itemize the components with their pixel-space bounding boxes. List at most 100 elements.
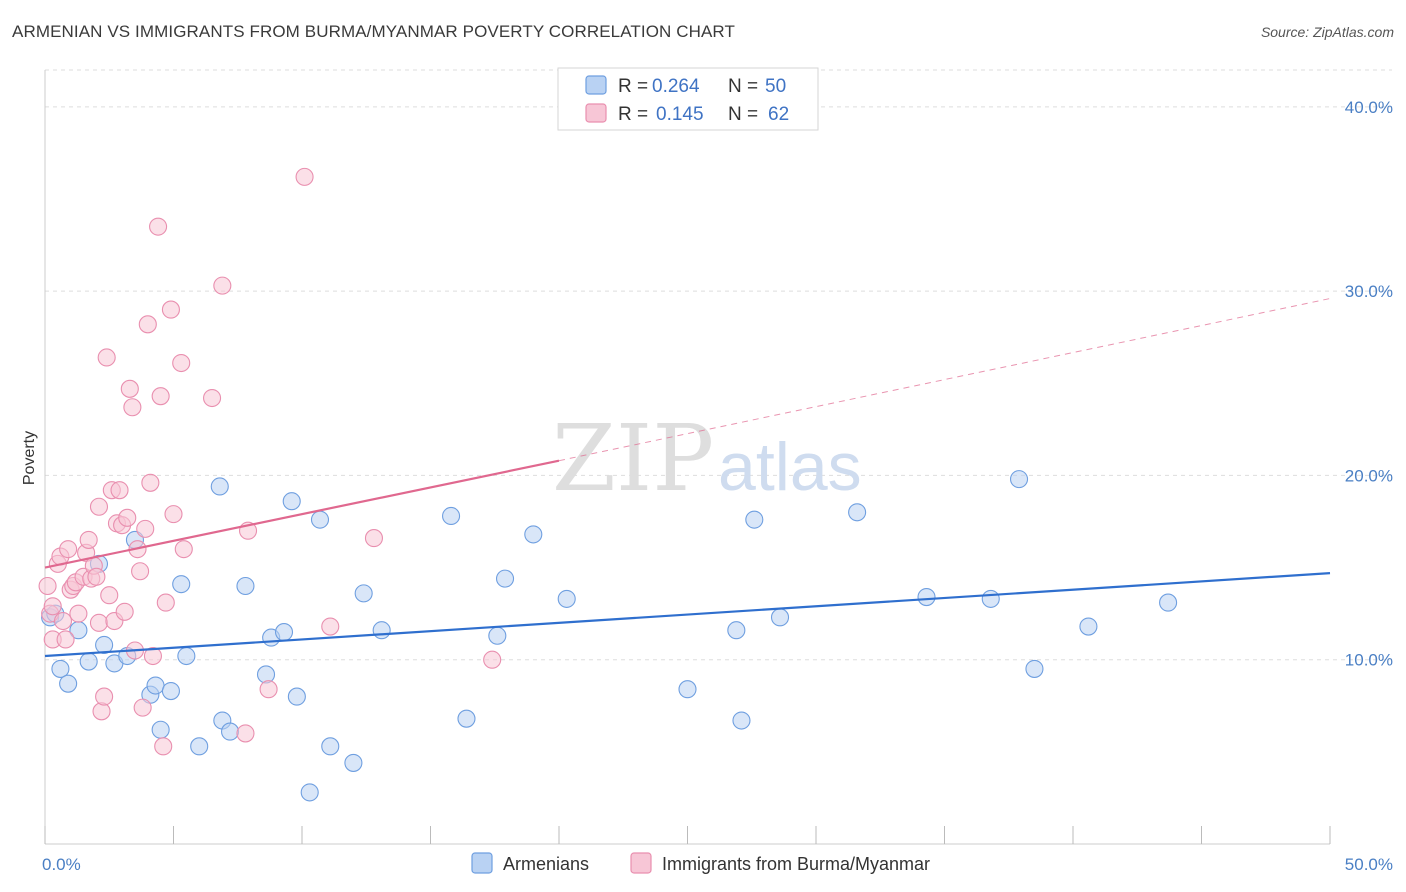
y-tick-label: 30.0% bbox=[1345, 282, 1393, 301]
data-point bbox=[161, 681, 180, 701]
data-point bbox=[38, 576, 57, 596]
legend-n-label: N = bbox=[728, 76, 758, 97]
data-point bbox=[295, 167, 314, 186]
data-point bbox=[1009, 470, 1029, 489]
data-point bbox=[1079, 617, 1098, 636]
data-point bbox=[115, 602, 134, 621]
data-point bbox=[483, 650, 502, 669]
data-point bbox=[524, 525, 543, 544]
trend-line-burma bbox=[44, 459, 560, 569]
data-point bbox=[678, 680, 697, 699]
data-point bbox=[143, 646, 162, 666]
data-point bbox=[87, 567, 106, 586]
data-point bbox=[981, 589, 1000, 608]
data-point bbox=[151, 720, 170, 739]
data-point bbox=[745, 510, 764, 529]
data-point bbox=[123, 398, 142, 417]
data-point bbox=[274, 623, 294, 642]
data-point bbox=[770, 608, 790, 627]
data-point bbox=[43, 597, 62, 616]
data-point bbox=[727, 621, 746, 640]
data-point bbox=[51, 659, 70, 678]
data-point bbox=[732, 711, 751, 730]
data-point bbox=[236, 724, 255, 743]
data-point bbox=[97, 348, 116, 367]
data-point bbox=[1025, 659, 1044, 678]
x-tick-label: 50.0% bbox=[1345, 855, 1393, 874]
data-point bbox=[1159, 593, 1178, 612]
data-point bbox=[95, 635, 114, 655]
data-point bbox=[488, 626, 507, 645]
data-point bbox=[354, 584, 373, 603]
bottom-legend-label-armenians: Armenians bbox=[503, 854, 589, 874]
data-point bbox=[136, 519, 155, 538]
series-armenians bbox=[41, 470, 1178, 802]
data-point bbox=[557, 589, 576, 608]
data-point bbox=[156, 593, 175, 612]
legend-swatch-armenians bbox=[585, 75, 607, 95]
data-point bbox=[236, 576, 255, 596]
axes bbox=[44, 70, 1331, 845]
source-credit: Source: ZipAtlas.com bbox=[1260, 24, 1394, 40]
data-point bbox=[69, 604, 88, 623]
bottom-legend: Armenians Immigrants from Burma/Myanmar bbox=[471, 852, 930, 874]
data-point bbox=[146, 676, 165, 695]
y-tick-label: 20.0% bbox=[1345, 466, 1393, 485]
trend-lines bbox=[44, 298, 1331, 658]
legend-n-value: 50 bbox=[765, 76, 786, 97]
data-point bbox=[177, 646, 196, 666]
data-point bbox=[172, 575, 191, 594]
data-point bbox=[59, 674, 78, 693]
legend-r-label: R = bbox=[618, 76, 648, 97]
data-point bbox=[95, 687, 114, 706]
data-point bbox=[203, 388, 222, 408]
watermark-zip: ZIP bbox=[552, 405, 714, 512]
data-point bbox=[310, 510, 330, 529]
chart-title: ARMENIAN VS IMMIGRANTS FROM BURMA/MYANMA… bbox=[12, 22, 735, 41]
data-point bbox=[56, 630, 75, 649]
data-point bbox=[220, 722, 240, 741]
data-point bbox=[79, 652, 98, 671]
data-point bbox=[190, 737, 209, 756]
y-tick-labels: 10.0% 20.0% 30.0% 40.0% bbox=[1345, 98, 1393, 670]
data-point bbox=[457, 709, 476, 728]
data-point bbox=[210, 477, 229, 496]
data-point bbox=[92, 702, 111, 721]
data-point bbox=[110, 481, 129, 500]
data-point bbox=[917, 588, 936, 607]
data-point bbox=[59, 540, 78, 559]
y-tick-label: 10.0% bbox=[1345, 651, 1393, 670]
data-point bbox=[120, 379, 139, 398]
data-point bbox=[100, 586, 119, 605]
data-point bbox=[172, 353, 191, 373]
data-point bbox=[138, 315, 157, 334]
data-point bbox=[141, 473, 160, 492]
bottom-legend-swatch-burma bbox=[630, 852, 652, 874]
x-tick-label: 0.0% bbox=[42, 855, 81, 874]
legend-n-label: N = bbox=[728, 104, 758, 125]
data-point bbox=[89, 613, 109, 632]
y-axis-label: Poverty bbox=[21, 431, 38, 485]
bottom-legend-label-burma: Immigrants from Burma/Myanmar bbox=[662, 854, 930, 874]
data-point bbox=[321, 737, 340, 756]
data-point bbox=[131, 562, 150, 581]
data-points bbox=[38, 167, 1178, 802]
data-point bbox=[364, 529, 384, 548]
gridlines bbox=[45, 69, 1392, 661]
data-point bbox=[53, 611, 73, 631]
data-point bbox=[848, 503, 867, 522]
legend-r-value: 0.145 bbox=[656, 104, 704, 125]
data-point bbox=[89, 497, 109, 516]
data-point bbox=[256, 665, 276, 684]
data-point bbox=[161, 300, 180, 319]
bottom-legend-swatch-armenians bbox=[471, 852, 493, 874]
legend-n-value: 62 bbox=[768, 104, 789, 125]
data-point bbox=[495, 569, 515, 588]
data-point bbox=[213, 276, 232, 295]
series-burma bbox=[38, 167, 502, 756]
data-point bbox=[149, 217, 168, 236]
data-point bbox=[154, 737, 173, 756]
data-point bbox=[344, 753, 363, 772]
data-point bbox=[300, 783, 319, 802]
data-point bbox=[282, 492, 301, 511]
